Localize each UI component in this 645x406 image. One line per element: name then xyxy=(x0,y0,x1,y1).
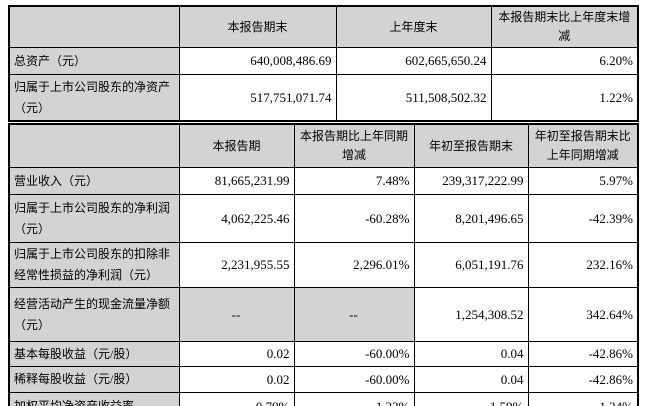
value-cell: 8,201,496.65 xyxy=(413,194,529,244)
row-label: 稀释每股收益（元/股） xyxy=(8,366,180,394)
value-cell: -60.00% xyxy=(293,366,415,394)
ytd-header-row: 本报告期 本报告期比上年同期增减 年初至报告期末 年初至报告期末比上年同期增减 xyxy=(8,123,639,169)
value-cell: 0.02 xyxy=(178,341,295,368)
column-header-current-period: 本报告期 xyxy=(178,123,295,169)
row-label: 归属于上市公司股东的扣除非经常性损益的净利润（元） xyxy=(8,242,180,289)
value-cell: 1.59% xyxy=(413,392,529,406)
table-row-net-profit-excl-nonrecurring: 归属于上市公司股东的扣除非经常性损益的净利润（元） 2,231,955.55 2… xyxy=(8,242,639,289)
value-cell: -42.86% xyxy=(527,341,639,368)
column-header-change-vs-prior-period: 本报告期比上年同期增减 xyxy=(293,123,415,169)
period-end-table: 本报告期末 上年度末 本报告期末比上年度末增减 总资产（元） 640,008,4… xyxy=(8,5,639,122)
table-row-basic-eps: 基本每股收益（元/股） 0.02 -60.00% 0.04 -42.86% xyxy=(8,341,639,368)
column-header-ytd-change: 年初至报告期末比上年同期增减 xyxy=(527,123,639,169)
value-cell: -42.86% xyxy=(527,366,639,394)
table-row-weighted-avg-roe: 加权平均净资产收益率 0.79% -1.23% 1.59% -1.24% xyxy=(8,392,639,406)
row-label: 归属于上市公司股东的净资产（元） xyxy=(8,74,180,122)
value-cell: 239,317,222.99 xyxy=(413,167,529,196)
column-header-change-vs-prior-year-end: 本报告期末比上年度末增减 xyxy=(490,5,639,49)
value-cell: 2,231,955.55 xyxy=(178,242,295,289)
value-cell: 1.22% xyxy=(490,74,639,122)
value-cell: -- xyxy=(178,287,295,343)
value-cell: 342.64% xyxy=(527,287,639,343)
value-cell: 6,051,191.76 xyxy=(413,242,529,289)
row-label: 营业收入（元） xyxy=(8,167,180,196)
value-cell: 7.48% xyxy=(293,167,415,196)
value-cell: -1.24% xyxy=(527,392,639,406)
table-row-net-assets: 归属于上市公司股东的净资产（元） 517,751,071.74 511,508,… xyxy=(8,74,639,122)
value-cell: 6.20% xyxy=(490,47,639,76)
value-cell: -42.39% xyxy=(527,194,639,244)
ytd-table: 本报告期 本报告期比上年同期增减 年初至报告期末 年初至报告期末比上年同期增减 … xyxy=(8,122,639,406)
value-cell: 232.16% xyxy=(527,242,639,289)
row-label: 总资产（元） xyxy=(8,47,180,76)
column-header-current-period-end: 本报告期末 xyxy=(178,5,337,49)
value-cell: 5.97% xyxy=(527,167,639,196)
table-row-total-assets: 总资产（元） 640,008,486.69 602,665,650.24 6.2… xyxy=(8,47,639,76)
value-cell: 2,296.01% xyxy=(293,242,415,289)
value-cell: 517,751,071.74 xyxy=(178,74,337,122)
column-header-ytd: 年初至报告期末 xyxy=(413,123,529,169)
row-label: 归属于上市公司股东的净利润（元） xyxy=(8,194,180,244)
value-cell: 602,665,650.24 xyxy=(335,47,492,76)
value-cell: -60.28% xyxy=(293,194,415,244)
value-cell: 0.79% xyxy=(178,392,295,406)
row-label: 经营活动产生的现金流量净额（元） xyxy=(8,287,180,343)
value-cell: 640,008,486.69 xyxy=(178,47,337,76)
value-cell: -1.23% xyxy=(293,392,415,406)
column-header-prior-year-end: 上年度末 xyxy=(335,5,492,49)
period-end-header-row: 本报告期末 上年度末 本报告期末比上年度末增减 xyxy=(8,5,639,49)
corner-cell xyxy=(8,5,180,49)
table-row-operating-cash-flow: 经营活动产生的现金流量净额（元） -- -- 1,254,308.52 342.… xyxy=(8,287,639,343)
value-cell: 81,665,231.99 xyxy=(178,167,295,196)
row-label: 基本每股收益（元/股） xyxy=(8,341,180,368)
value-cell: -- xyxy=(293,287,415,343)
value-cell: 511,508,502.32 xyxy=(335,74,492,122)
key-accounting-data-section: 本报告期末 上年度末 本报告期末比上年度末增减 总资产（元） 640,008,4… xyxy=(8,5,639,406)
row-label: 加权平均净资产收益率 xyxy=(8,392,180,406)
table-row-operating-revenue: 营业收入（元） 81,665,231.99 7.48% 239,317,222.… xyxy=(8,167,639,196)
value-cell: 0.04 xyxy=(413,366,529,394)
value-cell: 0.04 xyxy=(413,341,529,368)
table-row-diluted-eps: 稀释每股收益（元/股） 0.02 -60.00% 0.04 -42.86% xyxy=(8,366,639,394)
corner-cell xyxy=(8,123,180,169)
value-cell: 0.02 xyxy=(178,366,295,394)
value-cell: 1,254,308.52 xyxy=(413,287,529,343)
table-row-net-profit: 归属于上市公司股东的净利润（元） 4,062,225.46 -60.28% 8,… xyxy=(8,194,639,244)
value-cell: -60.00% xyxy=(293,341,415,368)
value-cell: 4,062,225.46 xyxy=(178,194,295,244)
